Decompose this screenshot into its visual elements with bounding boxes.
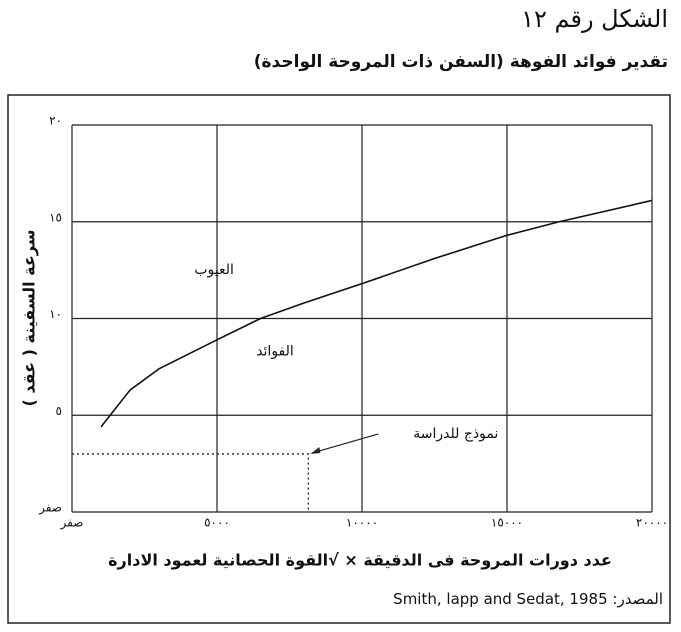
x-axis-label: عدد دورات المروحة فى الدقيقة × √القوة ال… xyxy=(108,551,612,570)
y-tick-label: ١٥ xyxy=(49,210,62,224)
model-guide xyxy=(72,453,309,512)
arrow-head xyxy=(310,446,321,454)
y-tick-label: ٥ xyxy=(56,404,62,418)
y-tick-label: ٢٠ xyxy=(49,114,62,128)
y-axis-label: سرعة السفينة ( عقد ) xyxy=(20,230,39,407)
frame xyxy=(7,94,671,624)
source: المصدر: Smith, lapp and Sedat, 1985 xyxy=(393,590,663,608)
annotation-arrow xyxy=(312,433,379,454)
x-tick-label: ٥٠٠٠ xyxy=(204,516,230,530)
chart-title: الشكل رقم ١٢ xyxy=(521,5,668,33)
y-tick-label: ١٠ xyxy=(49,307,62,321)
model-label: نموذج للدراسة xyxy=(413,426,498,442)
annotation: الفوائد xyxy=(256,343,294,359)
x-tick-label: ٢٠٠٠٠ xyxy=(636,516,668,530)
x-tick-label: صفر xyxy=(60,516,84,531)
source-text: Smith, lapp and Sedat, 1985 xyxy=(393,590,608,608)
y-tick-label: صفر xyxy=(38,501,62,516)
x-tick-label: ١٠٠٠٠ xyxy=(346,516,378,530)
source-label: المصدر: xyxy=(612,590,663,608)
x-tick-label: ١٥٠٠٠ xyxy=(491,516,523,530)
chart-subtitle: تقدير فوائد الفوهة (السفن ذات المروحة ال… xyxy=(254,52,668,72)
annotation: العيوب xyxy=(194,262,234,278)
line xyxy=(100,199,653,428)
